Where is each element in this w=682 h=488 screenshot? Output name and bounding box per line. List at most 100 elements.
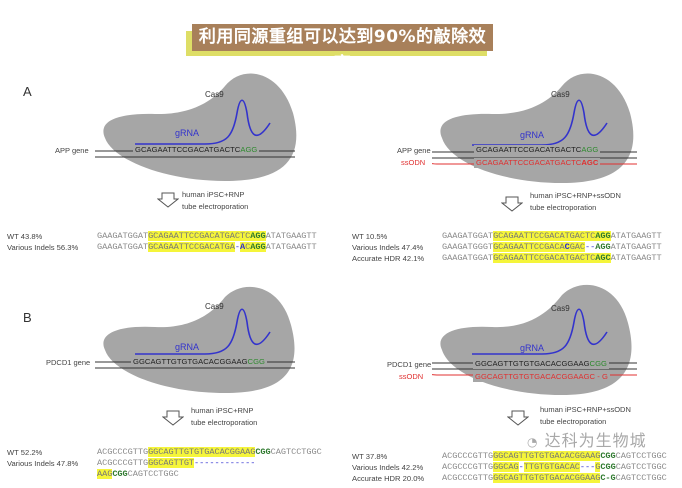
sequence-segment-hl: GAC [569,242,586,252]
condition-line: tube electroporation [540,417,607,426]
panel-letter-a: A [23,84,32,99]
down-arrow-icon [507,410,529,426]
pam-seq: AGG [240,145,258,154]
sequence-segment-plain: GAAGATGGGT [442,242,494,252]
cas9-label: Cas9 [205,90,224,99]
sequence-segment-hl: G [595,462,601,472]
sequence-segment-hl: GCAGAATTCCGACATGA [148,242,235,252]
condition-line: human iPSC+RNP [191,406,254,415]
gene-label: APP gene [55,146,89,155]
row-label: Various Indels 47.4% [352,243,424,252]
sequence-segment-hl: GGCAGTTGTGTGACACGGAAG [493,451,601,461]
sequence-segment-hl: C [245,242,251,252]
sequence-segment-plain: ATATGAAGTT [610,242,662,252]
condition-text: human iPSC+RNP tube electroporation [191,405,257,429]
sequence-segment-plain: ACGCCCGTTG [442,462,494,472]
condition-line: tube electroporation [191,418,258,427]
sequence-segment-plain: ATATGAAGTT [265,231,317,241]
ssodn-label: ssODN [401,158,426,167]
sequence-segment-plain: GAAGATGGAT [97,231,149,241]
ssodn-label: ssODN [399,372,424,381]
sequence-segment-hl: GCAGAATTCCGACATGACTC [493,231,596,241]
sequence-segment-pamhl: AGG [250,231,266,241]
down-arrow-icon [162,410,184,426]
target-seq: GGCAGTTGTGTGACACGGAAG [133,357,248,366]
gene-sequence: GCAGAATTCCGACATGACTCAGG [133,145,260,155]
alignment-row: Various Indels 42.2% ACGCCCGTTGGGCAG-TTGT… [352,462,682,473]
cas9-label: Cas9 [551,90,570,99]
watermark-text: 达科为生物城 [544,431,647,450]
sequence-segment-del: -- [585,242,596,252]
panel-letter-b: B [23,310,32,325]
row-sequence: ACGCCCGTTGGGCAGTTGT------------ AAGCGGCAG… [97,458,337,480]
sequence-segment-pamhl: AGG [250,242,266,252]
sequence-segment-plain: ATATGAAGTT [610,231,662,241]
alignment-row: WT 52.2% ACGCCCGTTGGGCAGTTGTGTGACACGGAAGC… [7,447,337,458]
cas9-blob [95,286,295,393]
alignment-row: Various Indels 56.3% GAAGATGGATGCAGAATTCC… [7,242,337,253]
sequence-segment-plain: GAAGATGGAT [442,231,494,241]
wechat-logo-icon: ◔ [527,435,539,449]
sequence-segment-inshl: A [240,242,246,252]
alignment-row: Accurate HDR 20.0% ACGCCCGTTGGGCAGTTGTGTG… [352,473,682,484]
row-label: Accurate HDR 42.1% [352,254,425,263]
ssodn-pam: AGC [581,158,599,167]
watermark: ◔ 达科为生物城 [527,433,647,450]
row-label: WT 52.2% [7,448,43,457]
condition-line: human iPSC+RNP+ssODN [530,191,621,200]
alignment-row: Various Indels 47.8% ACGCCCGTTGGGCAGTTGT-… [7,458,337,479]
sequence-segment-plain: ATATGAAGTT [265,242,317,252]
row-label: Various Indels 56.3% [7,243,79,252]
gene-sequence: GGCAGTTGTGTGACACGGAAGCGG [473,359,609,369]
row-label: Various Indels 42.2% [352,463,424,472]
sequence-segment-plain: CAGTCCTGGC [270,447,322,457]
sequence-segment-pam: AGG [595,242,611,252]
row-sequence: ACGCCCGTTGGGCAGTTGTGTGACACGGAAGCGGCAGTCC… [97,447,322,458]
sequence-segment-delw: - [234,242,241,252]
condition-line: human iPSC+RNP [182,190,245,199]
sequence-segment-pam: CGG [255,447,271,457]
sequence-segment-pam: CGG [112,469,128,479]
row-label: WT 37.8% [352,452,388,461]
gene-sequence: GGCAGTTGTGTGACACGGAAGCGG [131,357,267,367]
grna-label: gRNA [175,342,200,352]
alignment-row: Accurate HDR 42.1% GAAGATGGATGCAGAATTCCGA… [352,253,682,264]
sequence-segment-plain: ACGCCCGTTG [97,447,149,457]
sequence-segment-plain: GAAGATGGAT [442,253,494,263]
sequence-segment-plain: CAGTCCTGGC [127,469,179,479]
row-sequence: ACGCCCGTTGGGCAGTTGTGTGACACGGAAGC-GCAGTCC… [442,473,667,484]
sequence-segment-hl: GCAGAATTCCGACATGACTC [148,231,251,241]
gene-label: PDCD1 gene [387,360,432,369]
cas9-label: Cas9 [205,302,224,311]
pam-seq: AGG [581,145,599,154]
ssodn-seq: GCAGAATTCCGACATGACTC [476,158,582,167]
target-seq: GGCAGTTGTGTGACACGGAAG [475,359,590,368]
alignment-row: WT 10.5% GAAGATGGATGCAGAATTCCGACATGACTCAG… [352,231,682,242]
row-sequence: GAAGATGGATGCAGAATTCCGACATGA-ACAGGATATGAA… [97,242,317,253]
sequence-segment-plain: ATATGAAGTT [610,253,662,263]
condition-text: human iPSC+RNP+ssODN tube electroporation [530,190,621,214]
row-sequence: GAAGATGGGTGCAGAATTCCGACACGAC--AGGATATGAA… [442,242,662,253]
condition-text: human iPSC+RNP tube electroporation [182,189,248,213]
sequence-segment-plain: CAGTCCTGGC [615,451,667,461]
gene-label: APP gene [397,146,431,155]
row-sequence: GAAGATGGATGCAGAATTCCGACATGACTCAGGATATGAA… [442,231,662,242]
sequence-segment-plain: ACGCCCGTTG [442,473,494,483]
sequence-segment-hl: GGCAGTTGT [148,458,195,468]
alignment-row: Various Indels 47.4% GAAGATGGGTGCAGAATTCC… [352,242,682,253]
down-arrow-icon [501,196,523,212]
condition-line: tube electroporation [182,202,249,211]
sequence-segment-pam: CGG [600,451,616,461]
condition-line: human iPSC+RNP+ssODN [540,405,631,414]
sequence-segment-pamhl: AGC [595,253,611,263]
pam-seq: CGG [589,359,607,368]
sequence-segment-pam: C-G [600,473,616,483]
condition-line: tube electroporation [530,203,597,212]
target-seq: GCAGAATTCCGACATGACTC [476,145,582,154]
sequence-segment-plain: ACGCCCGTTG [97,458,149,468]
row-label: WT 43.8% [7,232,43,241]
row-label: Accurate HDR 20.0% [352,474,425,483]
row-sequence: ACGCCCGTTGGGCAGTTGTGTGACACGGAAGCGGCAGTCC… [442,451,667,462]
sequence-segment-pam: CGG [600,462,616,472]
